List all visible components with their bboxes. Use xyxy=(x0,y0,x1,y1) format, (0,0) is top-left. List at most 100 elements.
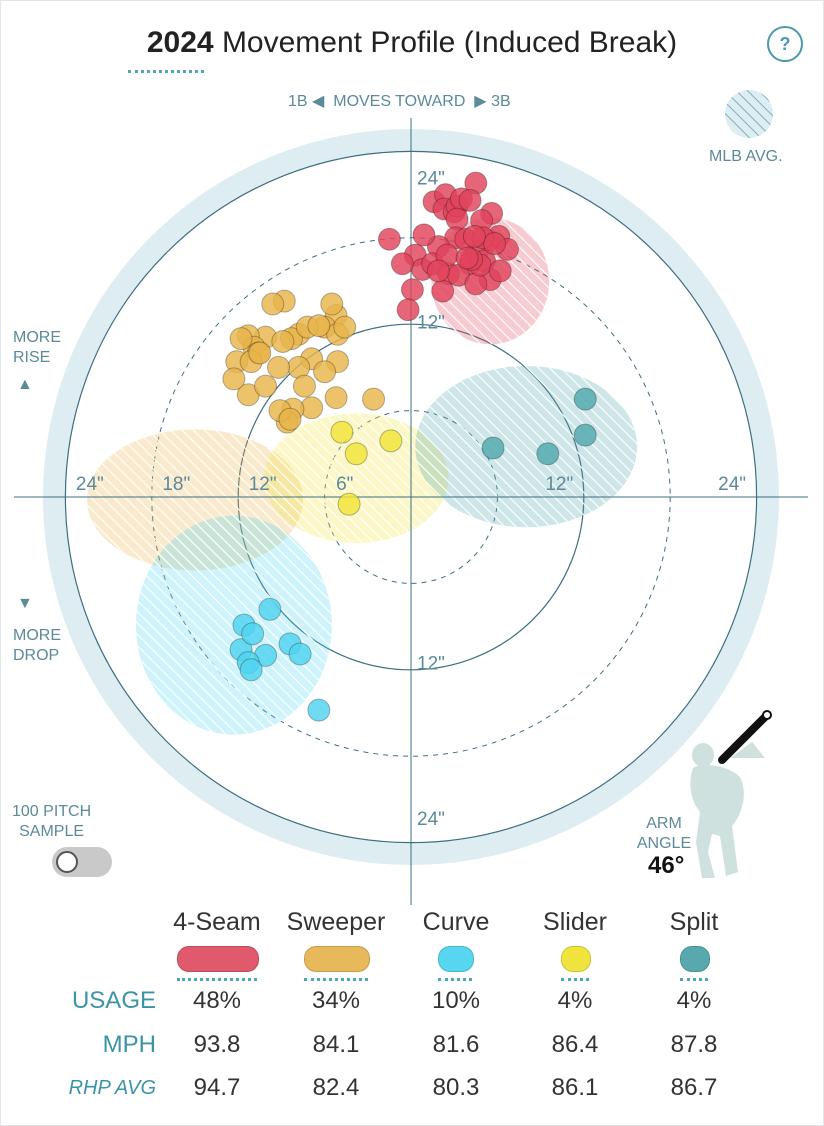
mph-value: 93.8 xyxy=(193,1031,241,1058)
sweeper-pitch-point xyxy=(271,329,295,353)
down-triangle-icon: ▼ xyxy=(17,595,33,612)
x-tick-label: 6" xyxy=(336,474,353,495)
4-seam-pitch-point xyxy=(426,259,450,283)
4-seam-pitch-point xyxy=(412,223,436,247)
slider-pitch-point xyxy=(330,420,354,444)
rhp-avg-value: 82.4 xyxy=(312,1074,360,1101)
pitch-name: Slider xyxy=(543,908,607,936)
first-base-label: 1B xyxy=(288,93,308,110)
sweeper-dots xyxy=(304,978,368,981)
sweeper-pitch-point xyxy=(254,374,278,398)
curve-pitch-point xyxy=(239,658,263,682)
pitch-name: Split xyxy=(669,908,719,936)
slider-pitch-point xyxy=(337,492,361,516)
usage-value: 10% xyxy=(431,987,481,1014)
slider-pitch-point xyxy=(379,429,403,453)
4-seam-pitch-point xyxy=(464,272,488,296)
four-seam-dots xyxy=(177,978,257,981)
curve-pitch-point xyxy=(258,597,282,621)
x-tick-label: 24" xyxy=(76,474,104,495)
4-seam-pitch-point xyxy=(462,224,486,248)
x-tick-label: 18" xyxy=(162,474,190,495)
more-rise-label: MORE RISE xyxy=(13,329,61,366)
usage-value: 4% xyxy=(676,987,712,1014)
curve-pitch-point xyxy=(307,698,331,722)
usage-value: 34% xyxy=(311,987,361,1014)
sweeper-pitch-point xyxy=(229,327,253,351)
arm-angle-label: ARM ANGLE xyxy=(636,815,692,852)
4-seam-pitch-point xyxy=(483,232,507,256)
rhp-avg-value: 94.7 xyxy=(193,1074,241,1101)
sweeper-pitch-point xyxy=(324,386,348,410)
y-tick-label: 24" xyxy=(417,168,445,189)
sweeper-pitch-point xyxy=(267,355,291,379)
pitch-name: 4-Seam xyxy=(173,908,261,936)
x-tick-label: 24" xyxy=(718,474,746,495)
4-seam-pitch-point xyxy=(400,278,424,302)
mph-value: 87.8 xyxy=(670,1031,718,1058)
rhp-avg-value: 86.7 xyxy=(670,1074,718,1101)
pitcher-silhouette-icon xyxy=(690,710,772,878)
x-tick-label: 12" xyxy=(545,474,573,495)
sweeper-pitch-point xyxy=(320,292,344,316)
arm-angle-value: 46° xyxy=(648,852,685,879)
4-seam-pitch-point xyxy=(458,188,482,212)
split-pitch-point xyxy=(573,387,597,411)
4-seam-pitch-point xyxy=(396,298,420,322)
split-pill[interactable] xyxy=(680,946,710,972)
triangle-right-icon: ▶ xyxy=(474,93,487,110)
split-dots xyxy=(680,978,708,981)
sweeper-pitch-point xyxy=(362,387,386,411)
sample-toggle[interactable] xyxy=(52,847,112,877)
curve-pitch-point xyxy=(288,642,312,666)
4-seam-pitch-point xyxy=(488,259,512,283)
direction-label: 1B ◀ MOVES TOWARD ▶ 3B xyxy=(288,91,511,111)
help-button[interactable]: ? xyxy=(767,26,803,62)
sweeper-pitch-point xyxy=(333,315,357,339)
sample-label: 100 PITCH SAMPLE xyxy=(12,803,92,840)
slider-mlb-avg-hatch xyxy=(264,413,449,544)
sweeper-pitch-point xyxy=(307,314,331,338)
4-seam-pitch-point xyxy=(390,252,414,276)
y-tick-label: 24" xyxy=(417,809,445,830)
y-tick-label: 12" xyxy=(417,654,445,675)
four-seam-pill[interactable] xyxy=(177,946,259,972)
page-title: 2024 Movement Profile (Induced Break) xyxy=(0,26,824,60)
rhp-avg-row-label: RHP AVG xyxy=(68,1077,156,1099)
sweeper-pitch-point xyxy=(278,407,302,431)
sweeper-pitch-point xyxy=(222,367,246,391)
title-year: 2024 xyxy=(146,26,214,59)
rhp-avg-value: 86.1 xyxy=(551,1074,599,1101)
slider-pitch-point xyxy=(344,442,368,466)
y-tick-label: 12" xyxy=(417,312,445,333)
split-pitch-point xyxy=(573,423,597,447)
sweeper-pill[interactable] xyxy=(304,946,370,972)
usage-value: 48% xyxy=(192,987,242,1014)
sweeper-pitch-point xyxy=(313,360,337,384)
4-seam-pitch-point xyxy=(431,279,455,303)
pitch-points xyxy=(222,171,597,722)
pitch-name: Sweeper xyxy=(286,908,386,936)
slider-dots xyxy=(561,978,589,981)
mph-value: 84.1 xyxy=(312,1031,360,1058)
title-text: Movement Profile (Induced Break) xyxy=(221,26,678,59)
4-seam-pitch-point xyxy=(455,246,479,270)
pitch-name: Curve xyxy=(422,908,490,936)
mph-row-label: MPH xyxy=(102,1031,156,1058)
usage-value: 4% xyxy=(557,987,593,1014)
curve-pill[interactable] xyxy=(438,946,474,972)
split-mlb-avg-hatch xyxy=(415,365,638,528)
title-underline xyxy=(128,70,204,73)
moves-toward-label: MOVES TOWARD xyxy=(333,93,466,110)
sweeper-pitch-point xyxy=(261,292,285,316)
triangle-left-icon: ◀ xyxy=(312,93,325,110)
x-tick-label: 12" xyxy=(249,474,277,495)
mph-value: 86.4 xyxy=(551,1031,599,1058)
slider-pill[interactable] xyxy=(561,946,591,972)
rhp-avg-value: 80.3 xyxy=(432,1074,480,1101)
sweeper-pitch-point xyxy=(248,341,272,365)
mlb-avg-key xyxy=(725,90,773,138)
curve-pitch-point xyxy=(241,622,265,646)
mph-value: 81.6 xyxy=(432,1031,480,1058)
